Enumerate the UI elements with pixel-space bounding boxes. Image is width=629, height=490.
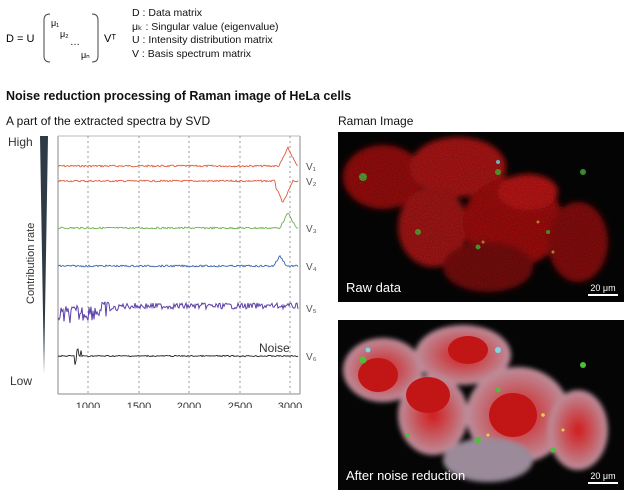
denoised-cells-picture bbox=[343, 325, 608, 482]
formula-lhs: D = U bbox=[6, 33, 34, 45]
x-tick-label: 1500 bbox=[127, 401, 151, 408]
after-noise-reduction-label: After noise reduction bbox=[346, 468, 466, 483]
plot-area bbox=[57, 135, 301, 395]
raw-data-image: Raw data 20 μm bbox=[338, 132, 624, 302]
noise-label: Noise bbox=[259, 341, 290, 355]
scale-bar: 20 μm bbox=[588, 471, 618, 484]
formula-dots: … bbox=[70, 37, 80, 48]
legend-item: D : Data matrix bbox=[132, 7, 203, 19]
series-label: V₄ bbox=[306, 262, 317, 273]
spectrum-line-2 bbox=[57, 179, 299, 203]
section-title: Noise reduction processing of Raman imag… bbox=[6, 89, 352, 103]
spectrum-line-6 bbox=[57, 348, 299, 365]
scale-bar-line bbox=[588, 294, 618, 296]
noise-reduced-image: After noise reduction 20 μm bbox=[338, 320, 624, 490]
spectrum-line-1 bbox=[57, 146, 299, 168]
series-label: V₆ bbox=[306, 352, 317, 363]
spectrum-line-4 bbox=[57, 255, 299, 268]
legend-item: U : Intensity distribution matrix bbox=[132, 34, 273, 46]
spectra-title: A part of the extracted spectra by SVD bbox=[6, 114, 211, 128]
series-label: V₅ bbox=[306, 304, 317, 315]
x-tick-label: 1000 bbox=[76, 401, 100, 408]
series-label: V₂ bbox=[306, 177, 317, 188]
high-label: High bbox=[8, 135, 33, 149]
formula-mu2: μ₂ bbox=[60, 29, 69, 39]
spectrum-line-3 bbox=[57, 213, 299, 230]
contribution-wedge bbox=[40, 136, 48, 374]
legend-item: V : Basis spectrum matrix bbox=[132, 47, 252, 60]
x-tick-label: 2500 bbox=[228, 401, 252, 408]
raman-title: Raman Image bbox=[338, 114, 414, 128]
right-bracket bbox=[91, 13, 99, 63]
gridlines bbox=[87, 136, 291, 394]
spectra-series: V₁ V₂ V₃ V₄ V₅ V₆ bbox=[57, 146, 317, 365]
scale-label: 20 μm bbox=[590, 471, 616, 481]
left-bracket bbox=[43, 13, 51, 63]
x-tick-label: 2000 bbox=[177, 401, 201, 408]
contribution-axis-label: Contribution rate bbox=[25, 223, 37, 304]
x-tick-label: 3000 bbox=[278, 401, 302, 408]
scale-bar: 20 μm bbox=[588, 283, 618, 296]
raw-cells-picture bbox=[338, 132, 624, 302]
formula-mu1: μ₁ bbox=[51, 18, 59, 28]
svd-spectra-figure: High Low Contribution rate V₁V₂V₃V₄V₅V₆ … bbox=[8, 135, 317, 408]
spectrum-line-5 bbox=[57, 301, 299, 323]
scale-label: 20 μm bbox=[590, 283, 616, 293]
formula-legend: D : Data matrix μₖ : Singular value (eig… bbox=[132, 7, 279, 61]
formula-rhs: Vᵀ bbox=[104, 33, 116, 45]
series-label: V₁ bbox=[306, 162, 317, 173]
raw-data-label: Raw data bbox=[346, 280, 401, 295]
formula-mun: μₙ bbox=[81, 50, 90, 60]
svd-formula: D = U μ₁ μ₂ … μₙ Vᵀ bbox=[6, 13, 116, 63]
low-label: Low bbox=[10, 374, 32, 388]
scale-bar-line bbox=[588, 482, 618, 484]
x-axis-ticks: 1000 1500 2000 2500 3000 bbox=[76, 401, 302, 408]
series-label: V₃ bbox=[306, 224, 317, 235]
legend-item: μₖ : Singular value (eigenvalue) bbox=[132, 20, 279, 33]
